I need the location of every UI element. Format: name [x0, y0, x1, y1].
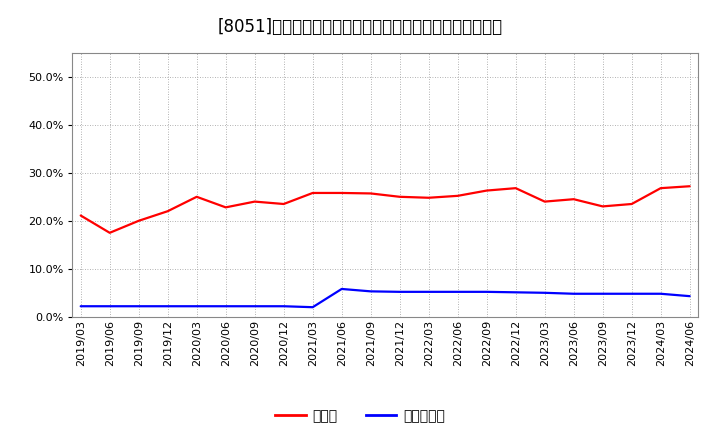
有利子負債 [251, 304, 259, 309]
有利子負債 [192, 304, 201, 309]
現須金 [395, 194, 404, 199]
現須金 [221, 205, 230, 210]
有利子負債 [76, 304, 85, 309]
現須金 [135, 218, 143, 224]
有利子負債 [541, 290, 549, 295]
有利子負債 [366, 289, 375, 294]
有利子負債 [105, 304, 114, 309]
有利子負債 [657, 291, 665, 297]
有利子負債 [135, 304, 143, 309]
有利子負債 [308, 304, 317, 310]
現須金 [163, 209, 172, 214]
有利子負債 [221, 304, 230, 309]
Line: 現須金: 現須金 [81, 186, 690, 233]
現須金 [541, 199, 549, 204]
現須金 [251, 199, 259, 204]
現須金 [192, 194, 201, 199]
有利子負債 [511, 290, 520, 295]
現須金 [424, 195, 433, 200]
現須金 [627, 202, 636, 207]
有利子負債 [570, 291, 578, 297]
有利子負債 [338, 286, 346, 292]
有利子負債 [454, 289, 462, 294]
Line: 有利子負債: 有利子負債 [81, 289, 690, 307]
現須金 [685, 183, 694, 189]
有利子負債 [279, 304, 288, 309]
現須金 [454, 193, 462, 198]
現須金 [511, 186, 520, 191]
有利子負債 [598, 291, 607, 297]
現須金 [308, 191, 317, 196]
現須金 [338, 191, 346, 196]
現須金 [570, 197, 578, 202]
Text: [8051]　現須金、有利子負債の総資産に対する比率の推移: [8051] 現須金、有利子負債の総資産に対する比率の推移 [217, 18, 503, 36]
有利子負債 [395, 289, 404, 294]
現須金 [598, 204, 607, 209]
現須金 [482, 188, 491, 193]
有利子負債 [163, 304, 172, 309]
現須金 [279, 202, 288, 207]
有利子負債 [685, 293, 694, 299]
現須金 [76, 213, 85, 218]
有利子負債 [627, 291, 636, 297]
現須金 [366, 191, 375, 196]
有利子負債 [482, 289, 491, 294]
現須金 [105, 230, 114, 235]
現須金 [657, 186, 665, 191]
Legend: 現須金, 有利子負債: 現須金, 有利子負債 [269, 403, 451, 429]
有利子負債 [424, 289, 433, 294]
